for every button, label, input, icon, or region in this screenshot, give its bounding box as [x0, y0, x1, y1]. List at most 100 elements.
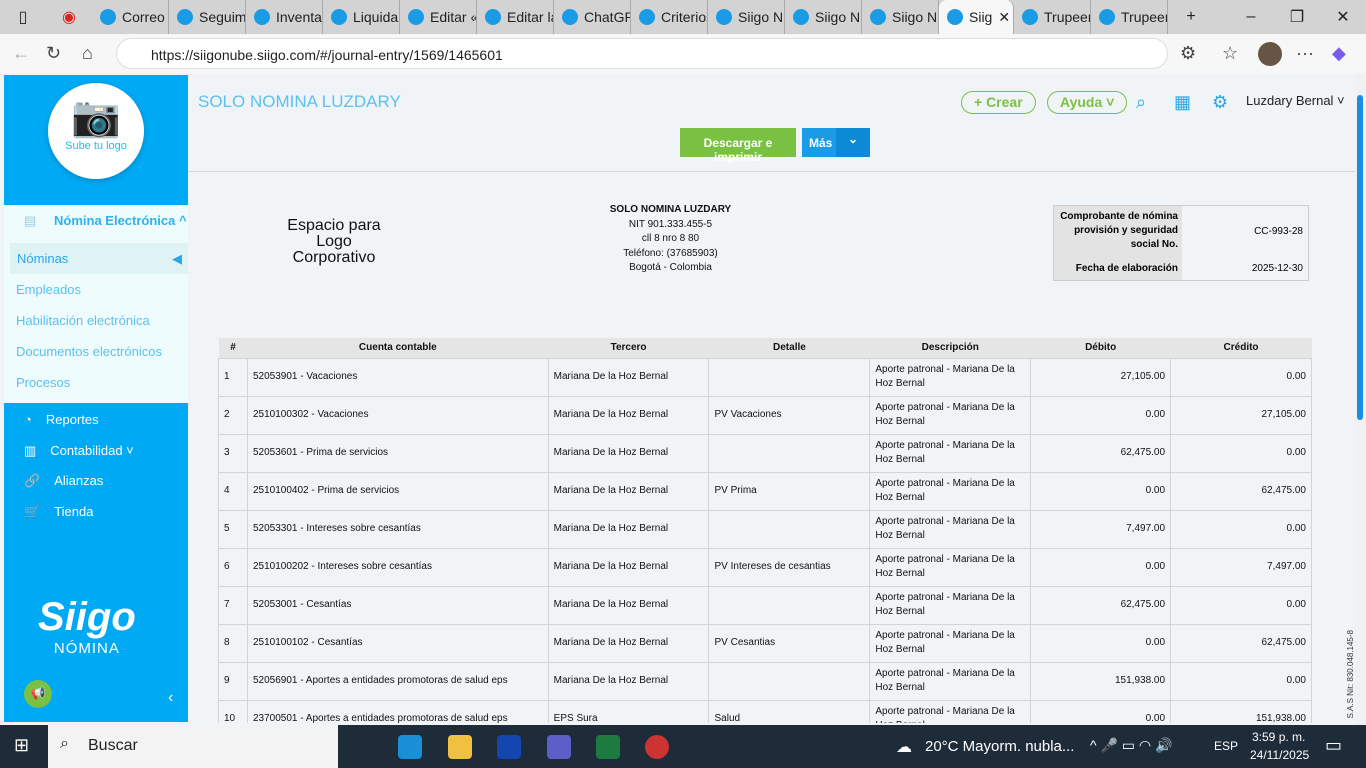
clock-date[interactable]: 24/11/2025: [1250, 748, 1310, 762]
url-input[interactable]: https://siigonube.siigo.com/#/journal-en…: [116, 38, 1168, 69]
page-scrollbar[interactable]: [1355, 75, 1366, 725]
app-icon-2[interactable]: [645, 735, 669, 759]
favorites-icon[interactable]: ☆: [1222, 43, 1239, 63]
sidebar-item-reportes[interactable]: ◔ Reportes: [24, 412, 99, 427]
table-cell: 10: [218, 699, 248, 723]
browser-tab[interactable]: Inventa: [246, 0, 323, 34]
browser-tab[interactable]: Siigo N: [708, 0, 785, 34]
table-cell: 27,105.00: [1030, 357, 1172, 397]
sidebar-item-documentos[interactable]: Documentos electrónicos: [16, 344, 162, 359]
help-button[interactable]: Ayuda ˅: [1047, 91, 1128, 114]
table-cell: 62,475.00: [1030, 433, 1172, 473]
table-cell: Aporte patronal - Mariana De la Hoz Bern…: [869, 623, 1032, 663]
new-tab-button[interactable]: +: [1186, 8, 1196, 25]
teams-icon[interactable]: [547, 735, 571, 759]
create-button[interactable]: + Crear: [961, 91, 1036, 114]
table-cell: Mariana De la Hoz Bernal: [547, 357, 710, 397]
browser-tab[interactable]: Trupeer: [1014, 0, 1091, 34]
user-menu[interactable]: Luzdary Bernal ˅: [1246, 93, 1345, 108]
table-cell: 0.00: [1030, 395, 1172, 435]
close-tab-icon[interactable]: ✕: [998, 8, 1011, 25]
table-cell: 2510100102 - Cesantías: [246, 623, 549, 663]
journal-table: # Cuenta contable Tercero Detalle Descripció…: [218, 338, 1312, 723]
table-cell: Aporte patronal - Mariana De la Hoz Bern…: [869, 471, 1032, 511]
browser-tab[interactable]: Seguim: [169, 0, 246, 34]
table-cell: [708, 585, 871, 625]
table-cell: 2510100402 - Prima de servicios: [246, 471, 549, 511]
record-icon[interactable]: ◉: [62, 9, 76, 26]
tray-icons[interactable]: ^ 🎤 ▭ ◠ 🔊: [1090, 737, 1173, 753]
table-cell: 151,938.00: [1030, 661, 1172, 701]
file-explorer-icon[interactable]: [448, 735, 472, 759]
menu-icon[interactable]: ···: [1296, 43, 1314, 63]
browser-tab[interactable]: Siigo N: [785, 0, 862, 34]
tab-favicon-icon: [562, 9, 578, 25]
upload-logo-button[interactable]: 📷 Sube tu logo: [48, 83, 144, 179]
windows-start-icon[interactable]: ⊞: [14, 735, 30, 755]
sidebar-item-tienda[interactable]: 🛒 Tienda: [24, 504, 94, 519]
tab-label: Siig: [969, 9, 993, 25]
sidebar-item-empleados[interactable]: Empleados: [16, 282, 82, 297]
more-button[interactable]: Más ⌄: [802, 128, 870, 157]
calendar-icon[interactable]: ▦: [1174, 92, 1192, 112]
tab-favicon-icon: [947, 9, 963, 25]
column-header: Cuenta contable: [247, 338, 549, 358]
tab-label: Trupeer: [1044, 9, 1091, 25]
close-window-button[interactable]: ✕: [1336, 9, 1350, 26]
sidebar-toggle-icon[interactable]: ▯: [18, 9, 28, 26]
app-icon[interactable]: [497, 735, 521, 759]
table-cell: Aporte patronal - Mariana De la Hoz Bern…: [869, 509, 1032, 549]
column-header: Descripción: [869, 338, 1031, 358]
table-cell: 0.00: [1170, 585, 1312, 625]
sidebar-item-procesos[interactable]: Procesos: [16, 375, 71, 390]
taskbar: ⊞ ⌕ Buscar ☁ 20°C Mayorm. nubla... ^ 🎤 ▭ …: [0, 725, 1366, 768]
sidebar-item-alianzas[interactable]: 🔗 Alianzas: [24, 473, 104, 488]
voucher-number: CC-993-28: [1254, 226, 1303, 237]
menu-section-nomina-electronica[interactable]: Nómina Electrónica ^: [54, 213, 187, 228]
browser-tab[interactable]: Liquidar: [323, 0, 400, 34]
sidebar-item-habilitacion[interactable]: Habilitación electrónica: [16, 313, 150, 328]
browser-tab[interactable]: Editar la: [477, 0, 554, 34]
tab-favicon-icon: [177, 9, 193, 25]
table-cell: 52053601 - Prima de servicios: [246, 433, 549, 473]
tab-favicon-icon: [331, 9, 347, 25]
sidebar-item-contabilidad[interactable]: ▥ Contabilidad ˅: [24, 443, 134, 458]
maximize-button[interactable]: ❐: [1289, 9, 1305, 26]
edge-icon[interactable]: [398, 735, 422, 759]
browser-tab[interactable]: Correo: [92, 0, 169, 34]
sidebar-item-nominas[interactable]: Nóminas ◀: [10, 243, 188, 274]
collapse-sidebar-icon[interactable]: ‹: [168, 689, 174, 706]
browser-tab[interactable]: Trupeer: [1091, 0, 1168, 34]
browser-tab[interactable]: Siig ✕: [939, 0, 1014, 34]
browser-tab[interactable]: ChatGP: [554, 0, 631, 34]
extensions-icon[interactable]: ⚙: [1180, 43, 1197, 63]
home-icon[interactable]: ⌂: [82, 43, 93, 63]
browser-tab[interactable]: Criterios: [631, 0, 708, 34]
weather-text[interactable]: 20°C Mayorm. nubla...: [925, 738, 1075, 755]
table-cell: 0.00: [1170, 509, 1312, 549]
table-cell: [708, 357, 871, 397]
copilot-icon[interactable]: ◆: [1332, 43, 1346, 63]
table-cell: Aporte patronal - Mariana De la Hoz Bern…: [869, 395, 1032, 435]
taskbar-search[interactable]: ⌕ Buscar: [48, 725, 338, 768]
browser-tab[interactable]: Editar «: [400, 0, 477, 34]
profile-avatar[interactable]: [1258, 42, 1282, 66]
download-print-button[interactable]: Descargar e imprimir: [680, 128, 796, 164]
back-icon[interactable]: ←: [12, 43, 30, 63]
notifications-icon[interactable]: ▭: [1325, 735, 1343, 755]
table-row: 9 52056901 - Aportes a entidades promotor…: [218, 661, 1312, 701]
table-cell: Mariana De la Hoz Bernal: [547, 471, 710, 511]
clock-time[interactable]: 3:59 p. m.: [1252, 730, 1306, 744]
megaphone-button[interactable]: 📢: [24, 680, 52, 708]
table-cell: PV Cesantias: [708, 623, 871, 663]
reload-icon[interactable]: ↻: [46, 43, 62, 63]
tab-label: Trupeer: [1121, 9, 1168, 25]
browser-tab[interactable]: Siigo N: [862, 0, 939, 34]
table-cell: 0.00: [1030, 471, 1172, 511]
table-cell: 0.00: [1030, 623, 1172, 663]
language-indicator[interactable]: ESP: [1214, 739, 1239, 753]
excel-icon[interactable]: [596, 735, 620, 759]
minimize-button[interactable]: –: [1246, 8, 1256, 25]
gear-icon[interactable]: ⚙: [1212, 92, 1229, 112]
search-icon[interactable]: ⌕: [1136, 92, 1147, 112]
